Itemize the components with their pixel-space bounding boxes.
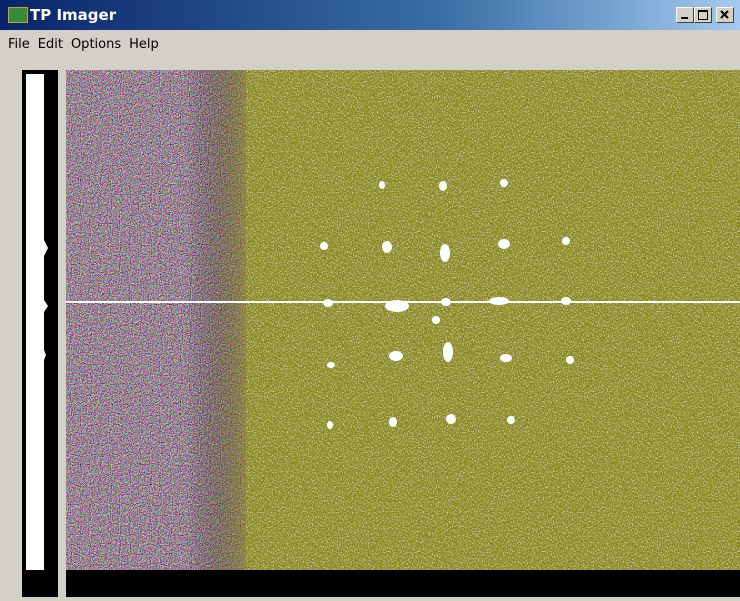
window-title: TP Imager [30,6,116,24]
profile-strip [22,70,58,597]
maximize-button[interactable] [694,7,712,23]
close-button[interactable] [716,7,734,23]
menu-item[interactable]: Help [129,37,159,52]
menu-item[interactable]: File [8,37,30,52]
image-canvas [66,70,740,597]
app-window: TP Imager File Edit Options Help [0,0,740,599]
diffraction-image [66,70,740,597]
profile-panel [22,70,58,597]
menu-bar: File Edit Options Help [0,32,740,58]
minimize-button[interactable] [676,7,694,23]
menu-item[interactable]: Options [71,37,121,52]
menu-item[interactable]: Edit [38,37,63,52]
title-bar: TP Imager [0,0,740,30]
app-icon [8,7,28,23]
